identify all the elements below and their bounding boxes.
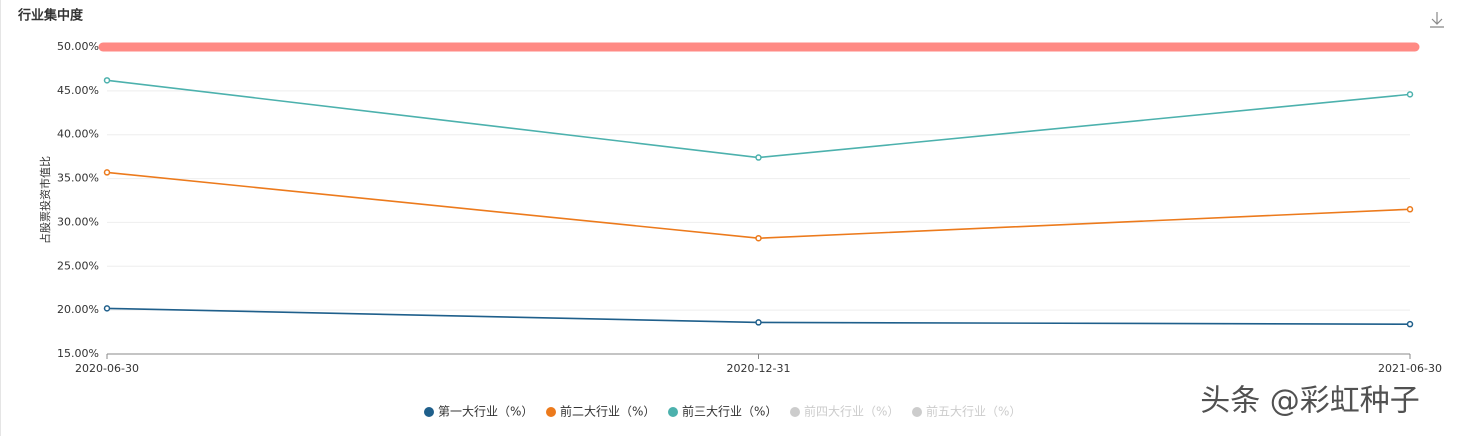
watermark: 头条 @彩虹种子 <box>1200 384 1420 419</box>
data-point <box>103 169 111 176</box>
y-tick-label: 35.00% <box>57 172 99 185</box>
y-tick-label: 25.00% <box>57 259 99 272</box>
legend-label: 前五大行业（%） <box>926 404 1021 419</box>
legend-swatch <box>424 407 434 417</box>
x-tick-label: 2020-06-30 <box>75 362 139 375</box>
chart-title: 行业集中度 <box>17 8 84 24</box>
data-point <box>1406 91 1414 98</box>
y-tick-label: 40.00% <box>57 128 99 141</box>
legend-item[interactable]: 第一大行业（%） <box>424 405 533 419</box>
legend-label: 前三大行业（%） <box>682 404 777 419</box>
download-glyph <box>1430 12 1444 28</box>
legend-swatch <box>668 407 678 417</box>
legend-item[interactable]: 前四大行业（%） <box>790 404 899 419</box>
legend-label: 前四大行业（%） <box>804 404 899 419</box>
y-tick-label: 15.00% <box>57 347 99 360</box>
data-point <box>1406 206 1414 213</box>
legend-swatch <box>790 407 800 417</box>
y-tick-label: 20.00% <box>57 303 99 316</box>
y-tick-label: 50.00% <box>57 40 99 53</box>
x-tick-label: 2020-12-31 <box>727 362 791 375</box>
download-icon[interactable] <box>1430 12 1444 28</box>
y-axis-label: 占股票投资市值比 <box>38 156 52 244</box>
legend-swatch <box>912 407 922 417</box>
legend-item[interactable]: 前五大行业（%） <box>912 404 1021 419</box>
legend-label: 第一大行业（%） <box>438 405 533 419</box>
data-point <box>103 77 111 84</box>
data-point <box>755 154 762 161</box>
y-tick-label: 30.00% <box>57 215 99 228</box>
data-point <box>755 234 762 242</box>
y-tick-label: 45.00% <box>57 84 99 97</box>
data-point <box>755 319 762 326</box>
data-point <box>103 305 111 312</box>
legend-item[interactable]: 前三大行业（%） <box>668 404 777 419</box>
x-tick-label: 2021-06-30 <box>1378 362 1442 375</box>
data-point <box>1406 320 1414 328</box>
legend-item[interactable]: 前二大行业（%） <box>546 404 655 419</box>
legend-swatch <box>546 407 556 417</box>
legend-label: 前二大行业（%） <box>560 404 655 419</box>
